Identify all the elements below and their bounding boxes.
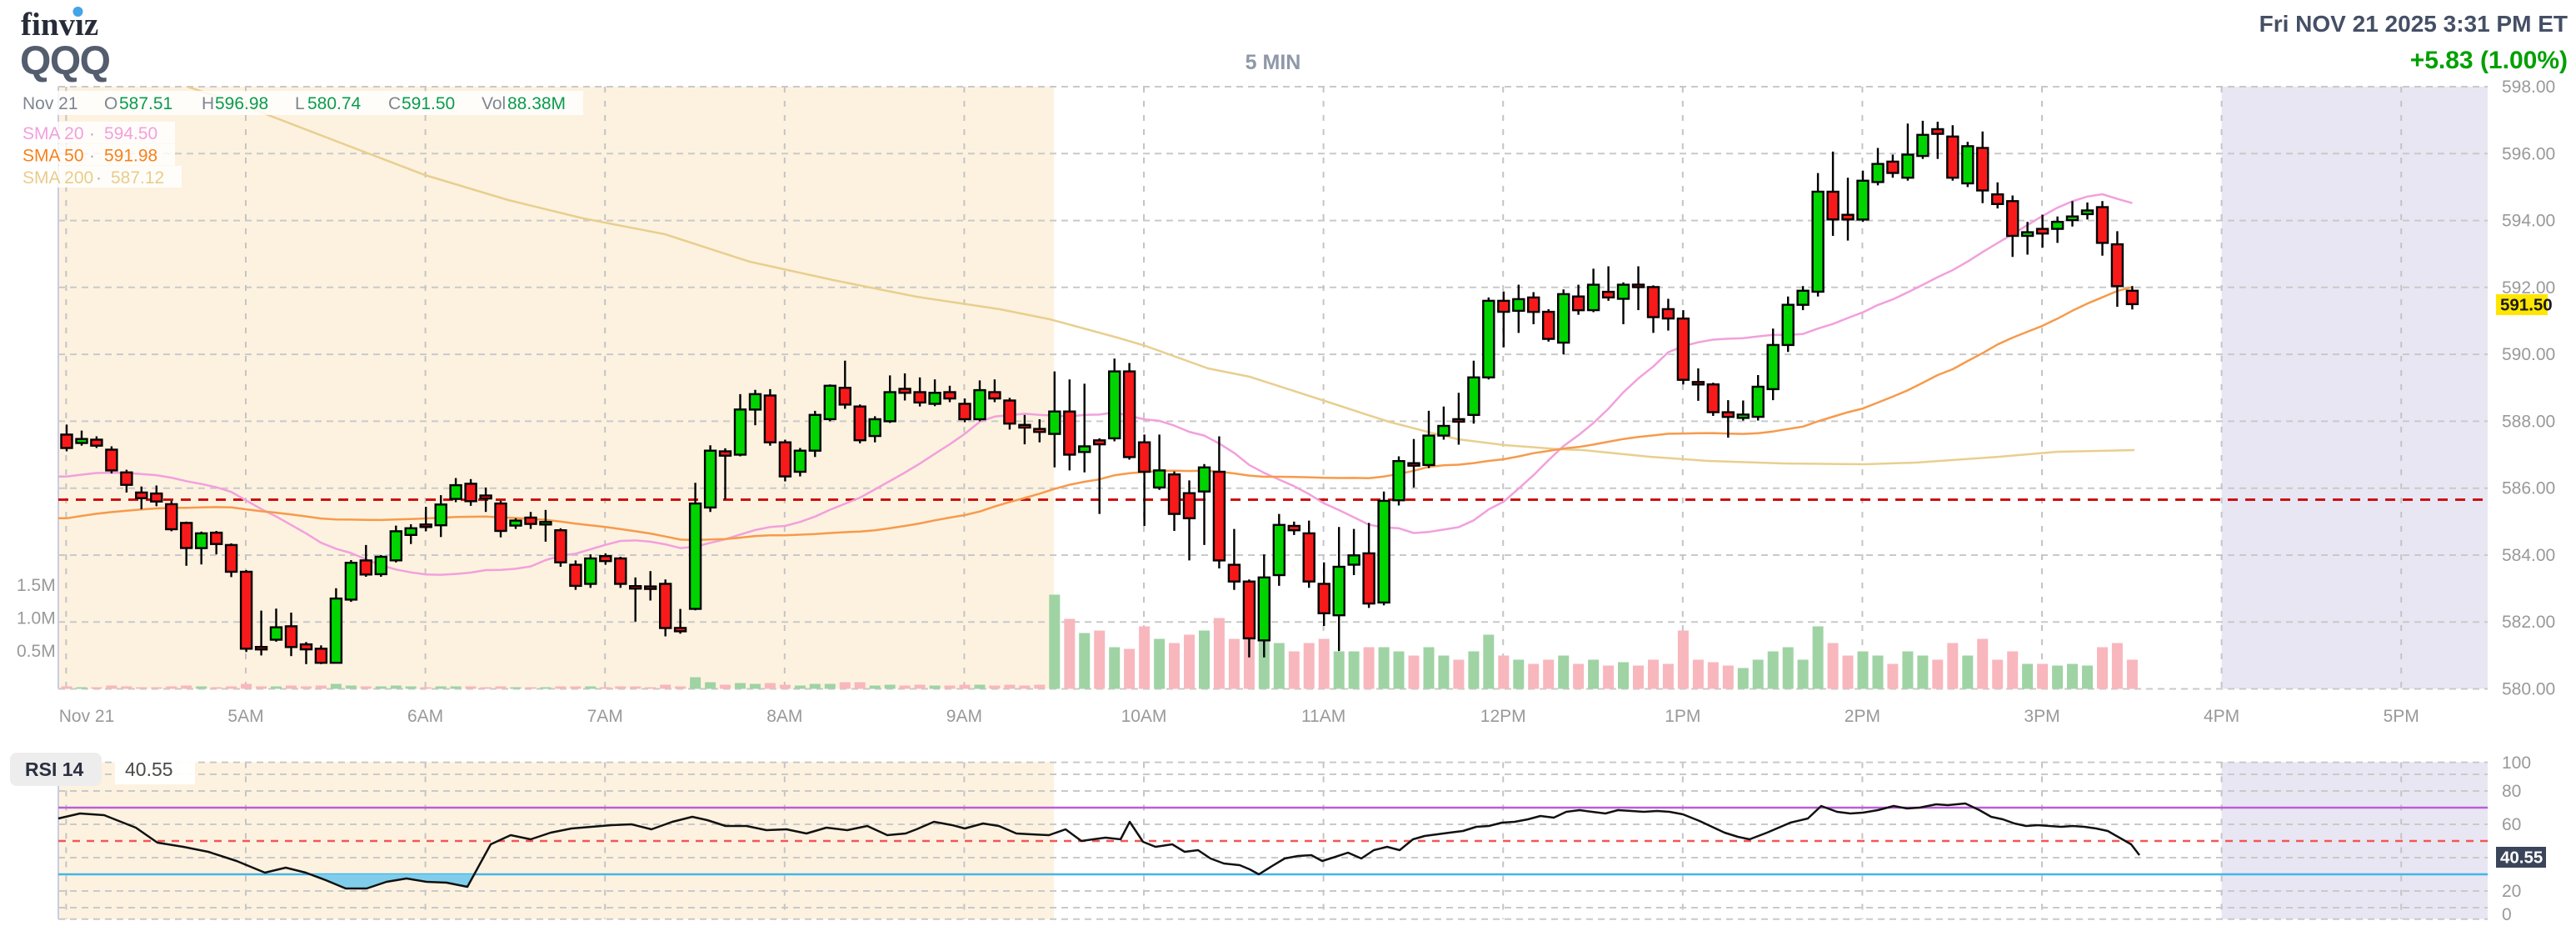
- svg-text:C: C: [388, 94, 401, 113]
- svg-text:SMA 20: SMA 20: [22, 124, 84, 143]
- svg-text:finvız: finvız: [21, 7, 98, 43]
- svg-text:598.00: 598.00: [2502, 78, 2555, 97]
- svg-text:9AM: 9AM: [946, 707, 982, 726]
- svg-text:587.12: 587.12: [111, 168, 164, 188]
- svg-text:1.5M: 1.5M: [17, 576, 56, 595]
- svg-text:RSI 14: RSI 14: [25, 758, 84, 780]
- svg-text:588.00: 588.00: [2502, 412, 2555, 431]
- svg-text:582.00: 582.00: [2502, 613, 2555, 632]
- svg-text:·: ·: [96, 168, 102, 188]
- svg-text:591.98: 591.98: [104, 147, 157, 166]
- svg-text:40.55: 40.55: [125, 758, 173, 780]
- svg-text:5PM: 5PM: [2384, 707, 2419, 726]
- svg-text:596.98: 596.98: [215, 94, 268, 113]
- svg-text:8AM: 8AM: [766, 707, 802, 726]
- svg-text:587.51: 587.51: [119, 94, 172, 113]
- svg-text:2PM: 2PM: [1845, 707, 1880, 726]
- svg-text:5AM: 5AM: [227, 707, 263, 726]
- svg-text:·: ·: [89, 147, 95, 166]
- svg-text:5 MIN: 5 MIN: [1246, 51, 1301, 74]
- svg-text:Nov 21: Nov 21: [22, 94, 78, 113]
- svg-text:4PM: 4PM: [2204, 707, 2239, 726]
- svg-text:·: ·: [89, 124, 95, 143]
- svg-text:6AM: 6AM: [407, 707, 443, 726]
- svg-text:12PM: 12PM: [1480, 707, 1526, 726]
- svg-text:1PM: 1PM: [1665, 707, 1700, 726]
- svg-text:7AM: 7AM: [587, 707, 623, 726]
- svg-text:580.74: 580.74: [307, 94, 362, 113]
- svg-text:SMA 200: SMA 200: [22, 168, 93, 188]
- svg-text:88.38M: 88.38M: [507, 94, 566, 113]
- svg-text:20: 20: [2502, 882, 2521, 901]
- svg-text:0.5M: 0.5M: [17, 642, 56, 661]
- svg-text:584.00: 584.00: [2502, 546, 2555, 565]
- svg-text:594.50: 594.50: [104, 124, 157, 143]
- svg-text:H: H: [202, 94, 214, 113]
- svg-text:SMA 50: SMA 50: [22, 147, 84, 166]
- svg-text:591.50: 591.50: [2500, 296, 2553, 315]
- svg-text:O: O: [104, 94, 117, 113]
- svg-text:592.00: 592.00: [2502, 278, 2555, 298]
- svg-text:594.00: 594.00: [2502, 212, 2555, 231]
- svg-text:40.55: 40.55: [2500, 848, 2543, 868]
- svg-text:100: 100: [2502, 753, 2531, 773]
- svg-text:Vol: Vol: [482, 94, 506, 113]
- svg-text:60: 60: [2502, 815, 2521, 834]
- svg-text:580.00: 580.00: [2502, 680, 2555, 699]
- svg-text:Fri NOV 21 2025 3:31 PM ET: Fri NOV 21 2025 3:31 PM ET: [2259, 11, 2568, 37]
- svg-text:10AM: 10AM: [1121, 707, 1167, 726]
- svg-text:+5.83 (1.00%): +5.83 (1.00%): [2410, 47, 2568, 74]
- svg-text:590.00: 590.00: [2502, 345, 2555, 364]
- svg-text:3PM: 3PM: [2024, 707, 2059, 726]
- svg-text:11AM: 11AM: [1301, 707, 1345, 726]
- svg-text:0: 0: [2502, 905, 2512, 924]
- svg-text:80: 80: [2502, 782, 2521, 801]
- svg-text:QQQ: QQQ: [20, 39, 110, 83]
- svg-text:586.00: 586.00: [2502, 479, 2555, 498]
- svg-text:Nov 21: Nov 21: [59, 707, 115, 726]
- svg-text:596.00: 596.00: [2502, 144, 2555, 163]
- svg-text:1.0M: 1.0M: [17, 609, 56, 628]
- svg-text:591.50: 591.50: [402, 94, 455, 113]
- svg-text:L: L: [295, 94, 305, 113]
